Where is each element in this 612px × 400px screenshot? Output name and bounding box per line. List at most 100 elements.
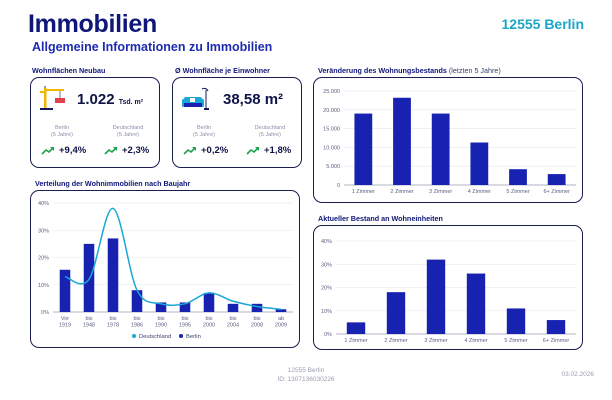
- baujahr-ytick-label: 20%: [38, 256, 49, 262]
- baujahr-xtick-label: bis: [157, 316, 164, 322]
- kpi-wohnflaeche-left-region: Berlin: [196, 125, 212, 131]
- kpi-neubau-left-period: (5 Jahre): [50, 132, 73, 138]
- wohnungsbestand-ytick-label: 5.000: [326, 164, 340, 170]
- baujahr-xtick-label: bis: [133, 316, 140, 322]
- wohnungsbestand-xtick-label: 4 Zimmer: [468, 189, 491, 195]
- bestand-bar: [506, 308, 526, 334]
- bestand-chart: 0% 10% 20% 30% 40% 1 Zimmer 2 Zimmer 3 Zimmer 4 …: [321, 239, 576, 344]
- bestand-bar: [386, 292, 406, 334]
- wohnungsbestand-bar: [431, 113, 450, 185]
- baujahr-chart: 0%10%20%30%40%Vor1919bis1948bis1978bis19…: [38, 201, 293, 340]
- bestand-bar: [466, 273, 486, 334]
- bestand-bar: [346, 322, 366, 334]
- baujahr-legend-berlin: Berlin: [186, 334, 201, 340]
- kpi-wohnflaeche-value: 38,58 m²: [223, 91, 284, 108]
- wohnungsbestand-xtick-label: 1 Zimmer: [352, 189, 375, 195]
- kpi-wohnflaeche-left-trend-value: +0,2%: [201, 145, 229, 156]
- trend-up-icon: [41, 147, 54, 155]
- trend-up-icon: [183, 147, 196, 155]
- trend-up-icon: [104, 147, 117, 155]
- bestand-bar: [426, 259, 446, 334]
- bestand-ytick-label: 0%: [324, 332, 332, 338]
- wohnungsbestand-xtick-label: 2 Zimmer: [390, 189, 413, 195]
- page-subtitle: Allgemeine Informationen zu Immobilien: [32, 40, 273, 54]
- wohnungsbestand-ytick-label: 25.000: [323, 89, 340, 95]
- baujahr-chart-title: Verteilung der Wohnimmobilien nach Bauja…: [35, 179, 191, 188]
- wohnungsbestand-xtick-label: 5 Zimmer: [506, 189, 529, 195]
- baujahr-xtick-label: 2000: [203, 323, 215, 329]
- bestand-xtick-label: 3 Zimmer: [424, 338, 447, 344]
- kpi-neubau-right-period: (5 Jahre): [116, 132, 139, 138]
- wohnungsbestand-bar: [547, 174, 566, 185]
- bestand-xtick-label: 4 Zimmer: [464, 338, 487, 344]
- baujahr-xtick-label: 2008: [251, 323, 263, 329]
- wohnungsbestand-chart: 0 5.000 10.000 15.000 20.000 25.000 1 Zimmer 2 …: [323, 89, 576, 195]
- kpi-wohnflaeche-right-region: Deutschland: [254, 125, 286, 131]
- bestand-bar: [546, 320, 566, 334]
- bestand-xtick-label: 1 Zimmer: [344, 338, 367, 344]
- footer-id: ID: 1307136030226: [277, 376, 335, 383]
- baujahr-xtick-label: ab: [278, 316, 284, 322]
- bestand-xtick-label: 2 Zimmer: [384, 338, 407, 344]
- kpi-neubau-left-region: Berlin: [54, 125, 70, 131]
- baujahr-bar: [251, 303, 263, 312]
- footer-info: 12555 Berlin ID: 1307136030226: [0, 366, 612, 384]
- kpi-neubau-number: 1.022: [77, 91, 115, 108]
- kpi-wohnflaeche-right-trend: +1,8%: [246, 145, 291, 156]
- kpi-neubau-left-caption: Berlin (5 Jahre): [37, 125, 87, 139]
- baujahr-line-deutschland: [64, 207, 282, 311]
- wohnungsbestand-ytick-label: 10.000: [323, 145, 340, 151]
- baujahr-xtick-label: 1990: [155, 323, 167, 329]
- baujahr-xtick-label: 2004: [227, 323, 239, 329]
- kpi-wohnflaeche-label: Ø Wohnfläche je Einwohner: [175, 66, 270, 75]
- kpi-neubau-unit: Tsd. m²: [118, 99, 144, 106]
- baujahr-bar: [131, 290, 143, 312]
- baujahr-bar: [155, 302, 167, 312]
- kpi-wohnflaeche-right-period: (5 Jahre): [258, 132, 281, 138]
- kpi-neubau-left-trend-value: +9,4%: [59, 145, 87, 156]
- footer-location: 12555 Berlin: [287, 367, 325, 374]
- wohnungsbestand-chart-title: Veränderung des Wohnungsbestands (letzte…: [318, 66, 501, 75]
- wohnungsbestand-bar: [470, 142, 489, 185]
- sofa-icon: [182, 87, 209, 110]
- footer-date: 03.02.2026: [561, 371, 594, 378]
- wohnungsbestand-ytick-label: 20.000: [323, 108, 340, 114]
- wohnungsbestand-bar: [393, 97, 411, 185]
- baujahr-bar: [203, 292, 215, 312]
- kpi-wohnflaeche-right-caption: Deutschland (5 Jahre): [245, 125, 295, 139]
- baujahr-legend-deutschland: Deutschland: [139, 334, 171, 340]
- baujahr-xtick-label: bis: [229, 316, 236, 322]
- kpi-neubau-value: 1.022 Tsd. m²: [77, 91, 143, 108]
- bestand-xtick-label: 6+ Zimmer: [543, 338, 570, 344]
- baujahr-legend-marker-berlin: [179, 334, 183, 338]
- bestand-chart-title: Aktueller Bestand an Wohneinheiten: [318, 214, 443, 223]
- baujahr-xtick-label: 2009: [275, 323, 287, 329]
- baujahr-xtick-label: bis: [109, 316, 116, 322]
- wohnungsbestand-ytick-label: 0: [337, 183, 340, 189]
- baujahr-chart-card: 0% 10% 20% 30% 40% Vor 1919 bis 1948 bis 1978 bis 19…: [30, 190, 300, 348]
- wohnungsbestand-bar: [354, 113, 373, 185]
- baujahr-ytick-label: 40%: [38, 201, 49, 207]
- bestand-ytick-label: 30%: [321, 262, 332, 268]
- trend-up-icon: [246, 147, 259, 155]
- bestand-ytick-label: 10%: [321, 309, 332, 315]
- baujahr-ytick-label: 30%: [38, 228, 49, 234]
- kpi-wohnflaeche-left-trend: +0,2%: [183, 145, 228, 156]
- bestand-chart-card: 0% 10% 20% 30% 40% 1 Zimmer 2 Zimmer 3 Zimmer 4 …: [313, 225, 583, 350]
- baujahr-bar: [107, 238, 119, 312]
- wohnungsbestand-xtick-label: 6+ Zimmer: [543, 189, 570, 195]
- baujahr-bar: [59, 269, 71, 312]
- kpi-wohnflaeche-card: 38,58 m² Berlin (5 Jahre) Deutschland (5…: [172, 77, 302, 168]
- baujahr-xtick-label: bis: [253, 316, 260, 322]
- wohnungsbestand-chart-card: 0 5.000 10.000 15.000 20.000 25.000 1 Zimmer 2 …: [313, 77, 583, 203]
- bestand-ytick-label: 40%: [321, 239, 332, 245]
- kpi-neubau-right-region: Deutschland: [112, 125, 144, 131]
- baujahr-bar: [179, 302, 191, 312]
- baujahr-xtick-label: Vor: [61, 316, 69, 322]
- kpi-neubau-right-trend: +2,3%: [104, 145, 149, 156]
- page-title: Immobilien: [28, 10, 157, 38]
- crane-icon: [40, 86, 65, 110]
- baujahr-bar: [227, 303, 239, 312]
- kpi-neubau-card: 1.022 Tsd. m² Berlin (5 Jahre) Deutschla…: [30, 77, 160, 168]
- kpi-wohnflaeche-left-period: (5 Jahre): [192, 132, 215, 138]
